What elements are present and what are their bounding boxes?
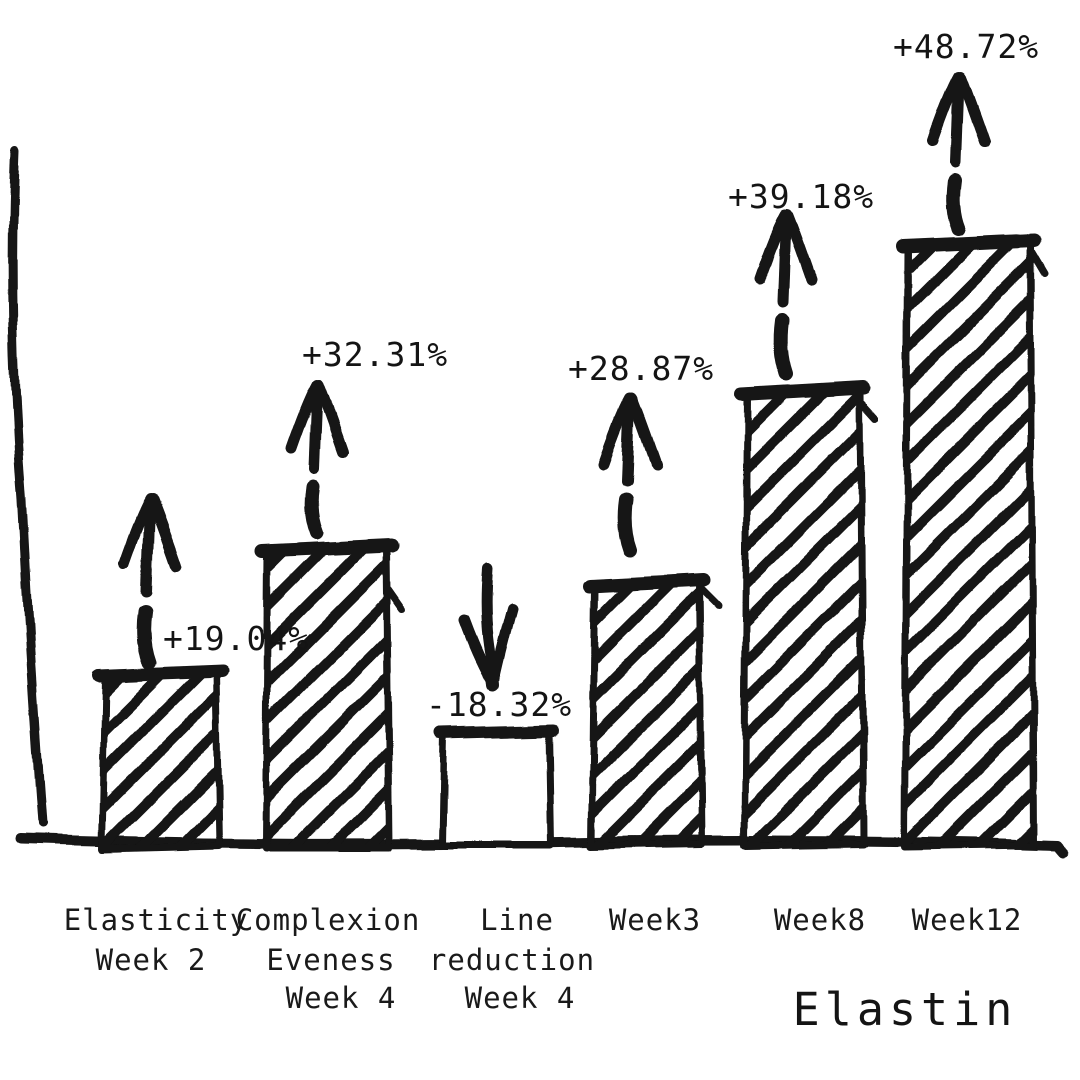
category-label: Week8 [774,903,866,937]
delta-label: +28.87% [568,349,714,388]
category-label: Week 2 [96,943,207,977]
category-label: Week12 [912,903,1023,937]
category-label: reduction [429,943,595,977]
category-label: Week3 [609,903,701,937]
footer-caption: Elastin [793,983,1018,1036]
up-arrow-icon [118,494,182,669]
category-label: Elasticity [64,903,249,937]
bar-week8 [734,380,880,850]
bar-week3 [583,573,722,850]
bar-line-reduction-week4 [434,725,559,849]
category-label: Complexion [236,903,421,937]
category-label: Line [480,903,554,937]
category-label: Week 4 [286,981,397,1015]
delta-label: -18.32% [426,685,572,724]
delta-label: +48.72% [893,27,1039,66]
delta-label: +32.31% [302,335,448,374]
down-arrow-icon [458,562,518,691]
bar-week12 [896,233,1048,851]
y-axis-line [8,145,47,829]
delta-label: +39.18% [728,177,874,216]
up-arrow-icon [926,71,990,235]
bar-elasticity-week2 [93,664,229,853]
category-label: Eveness [266,943,395,977]
up-arrow-icon [598,394,662,557]
category-labels: Elasticity Week 2 Complexion Eveness Wee… [64,903,1023,1015]
category-label: Week 4 [465,981,576,1015]
bar-complexion-eveness-week4 [256,538,406,852]
up-arrow-icon [285,379,349,539]
up-arrow-icon [754,209,818,380]
delta-label: +19.04% [163,619,309,658]
